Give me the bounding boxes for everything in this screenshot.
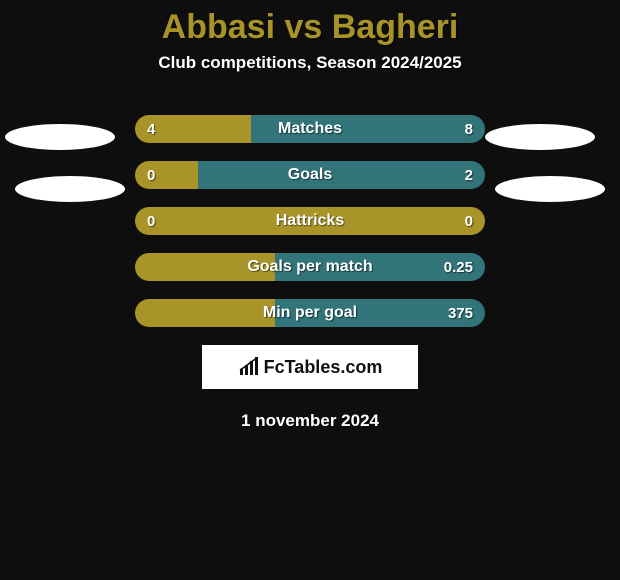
comparison-bars: Matches48Goals02Hattricks00Goals per mat…: [135, 115, 485, 327]
bar-value-left: 4: [147, 115, 155, 143]
footer-date: 1 november 2024: [0, 411, 620, 431]
bar-value-left: 0: [147, 207, 155, 235]
chart-icon: [238, 357, 260, 377]
bar-value-right: 2: [465, 161, 473, 189]
title-player-right: Bagheri: [332, 8, 459, 46]
bar-row: Matches4 8: [135, 115, 485, 143]
page-title: Abbasi vs Bagheri: [0, 0, 620, 47]
bar-row: Goals per match0.25: [135, 253, 485, 281]
title-vs: vs: [275, 8, 332, 46]
bar-label: Matches: [135, 115, 485, 143]
bar-label: Min per goal: [135, 299, 485, 327]
bar-value-right: 0.25: [444, 253, 473, 281]
avatar-placeholder-bottom-left: [15, 176, 125, 202]
bar-row: Hattricks0 0: [135, 207, 485, 235]
bar-value-right: 375: [448, 299, 473, 327]
title-player-left: Abbasi: [162, 8, 275, 46]
bar-value-left: 0: [147, 161, 155, 189]
bar-label: Goals per match: [135, 253, 485, 281]
bar-row: Goals0 2: [135, 161, 485, 189]
bar-value-right: 8: [465, 115, 473, 143]
avatar-placeholder-top-right: [485, 124, 595, 150]
avatar-placeholder-top-left: [5, 124, 115, 150]
bar-label: Hattricks: [135, 207, 485, 235]
brand-badge: FcTables.com: [202, 345, 418, 389]
avatar-placeholder-bottom-right: [495, 176, 605, 202]
subtitle: Club competitions, Season 2024/2025: [0, 53, 620, 73]
bar-row: Min per goal375: [135, 299, 485, 327]
bar-value-right: 0: [465, 207, 473, 235]
brand-text: FcTables.com: [264, 357, 383, 378]
bar-label: Goals: [135, 161, 485, 189]
